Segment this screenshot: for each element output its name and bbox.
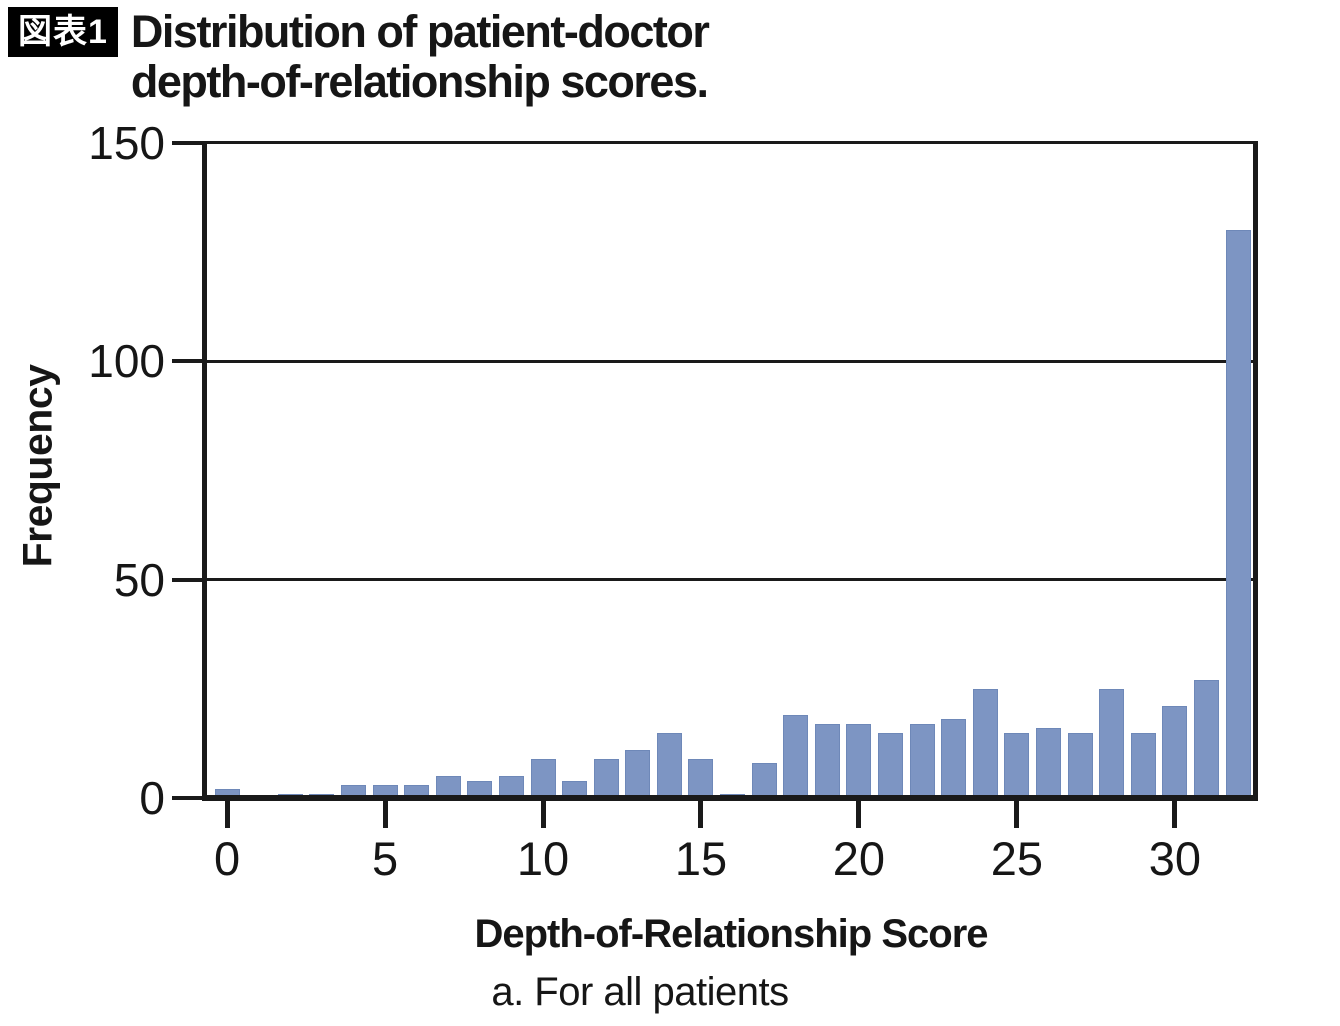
x-tick bbox=[698, 798, 704, 828]
x-tick-label: 0 bbox=[214, 832, 241, 885]
figure-number-badge: 図表1 bbox=[8, 7, 118, 57]
histogram-bar bbox=[1004, 732, 1030, 798]
y-axis-line bbox=[202, 141, 207, 801]
x-tick-label: 20 bbox=[832, 832, 886, 885]
histogram-bar bbox=[656, 732, 682, 798]
histogram-bar bbox=[340, 784, 366, 798]
figure-title-line1: Distribution of patient-doctor bbox=[130, 6, 710, 57]
histogram-bar bbox=[846, 723, 872, 798]
x-axis-title: Depth-of-Relationship Score bbox=[474, 912, 988, 956]
x-axis-line bbox=[202, 795, 1258, 801]
histogram-bar bbox=[530, 758, 556, 798]
y-tick bbox=[172, 141, 205, 145]
x-tick bbox=[540, 798, 546, 828]
histogram-bar bbox=[1099, 688, 1125, 798]
x-tick bbox=[1172, 798, 1178, 828]
histogram-bar bbox=[625, 749, 651, 798]
histogram-bar bbox=[751, 763, 777, 798]
figure-title: Distribution of patient-doctor depth-of-… bbox=[130, 6, 710, 107]
histogram-bar bbox=[404, 784, 430, 798]
histogram-bar bbox=[909, 723, 935, 798]
y-tick-label: 0 bbox=[139, 772, 165, 824]
histogram-bar bbox=[593, 758, 619, 798]
y-tick bbox=[172, 577, 205, 582]
x-tick-label: 10 bbox=[516, 832, 570, 885]
panel-caption: a. For all patients bbox=[491, 970, 789, 1014]
x-tick bbox=[224, 798, 230, 828]
histogram-bar bbox=[1130, 732, 1156, 798]
y-tick bbox=[172, 796, 205, 800]
y-tick-label: 50 bbox=[113, 553, 165, 606]
histogram-bar bbox=[814, 723, 840, 798]
histogram-bar bbox=[1035, 728, 1061, 798]
y-tick-label: 100 bbox=[88, 335, 165, 388]
y-gridline bbox=[205, 578, 1257, 582]
histogram-bar bbox=[1067, 732, 1093, 798]
histogram-bar bbox=[688, 758, 714, 798]
y-gridline bbox=[205, 359, 1257, 363]
histogram-bar bbox=[941, 719, 967, 798]
histogram-bar bbox=[1162, 706, 1188, 798]
histogram-bar bbox=[467, 780, 493, 798]
figure-title-line2: depth-of-relationship scores. bbox=[130, 56, 709, 107]
y-tick-label: 150 bbox=[88, 117, 165, 169]
histogram-bar bbox=[498, 776, 524, 798]
y-tick bbox=[172, 359, 205, 364]
histogram-bar bbox=[878, 732, 904, 798]
x-tick-label: 5 bbox=[371, 832, 399, 885]
x-tick-label: 25 bbox=[990, 832, 1044, 885]
histogram-bar bbox=[1225, 230, 1251, 798]
x-tick bbox=[1014, 798, 1020, 828]
histogram-bar bbox=[972, 688, 998, 798]
histogram-bar bbox=[1193, 680, 1219, 798]
x-tick-label: 30 bbox=[1148, 832, 1201, 885]
x-tick bbox=[856, 798, 862, 828]
histogram-bar bbox=[783, 715, 809, 798]
plot-top-border bbox=[202, 141, 1258, 144]
figure-header: 図表1 Distribution of patient-doctor depth… bbox=[8, 6, 710, 107]
histogram-bar bbox=[214, 789, 240, 798]
x-tick-label: 15 bbox=[674, 832, 728, 885]
plot-right-border bbox=[1253, 141, 1258, 801]
x-tick bbox=[382, 798, 388, 828]
histogram-bar bbox=[372, 784, 398, 798]
histogram-bar bbox=[562, 780, 588, 798]
histogram-bar bbox=[435, 776, 461, 798]
